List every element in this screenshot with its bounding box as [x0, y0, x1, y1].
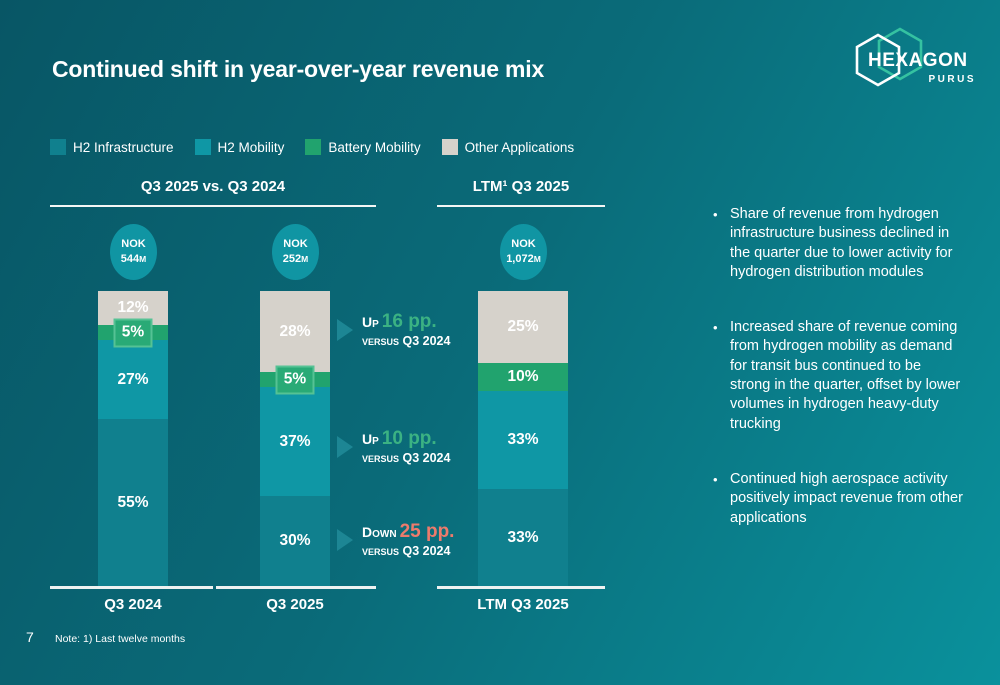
axis-baseline — [50, 586, 213, 589]
segment-value: 28 — [279, 323, 310, 341]
total-badge-q3-2024: NOK 544M — [110, 224, 157, 280]
delta-value: 16 pp. — [381, 311, 437, 332]
segment-battery-mobility: 10 — [478, 363, 568, 391]
segment-battery-mobility: 5 — [260, 365, 330, 394]
segment-value: 55 — [117, 494, 148, 512]
arrow-right-icon — [337, 528, 353, 551]
annotation-text: Up 16 pp. versus Q3 2024 — [362, 311, 450, 348]
segment-h2-mobility: 27 — [98, 340, 168, 419]
legend-item-battery-mobility: Battery Mobility — [305, 139, 421, 155]
battery-value-box: 5 — [113, 318, 153, 347]
annotation-text: Down 25 pp. versus Q3 2024 — [362, 521, 454, 558]
bullet-aerospace: Continued high aerospace activity positi… — [711, 470, 963, 528]
segment-value: 33 — [507, 529, 538, 547]
segment-value: 12 — [117, 299, 148, 317]
legend-item-h2-infrastructure: H2 Infrastructure — [50, 139, 174, 155]
segment-value: 25 — [507, 318, 538, 336]
axis-baseline — [437, 586, 605, 589]
segment-h2-infrastructure: 33 — [478, 489, 568, 586]
axis-label-q3-2024: Q3 2024 — [104, 596, 162, 613]
segment-h2-mobility: 37 — [260, 387, 330, 496]
section-underline — [437, 205, 605, 207]
badge-amount: 544M — [120, 253, 147, 265]
battery-value-box: 5 — [275, 365, 315, 394]
segment-h2-infrastructure: 55 — [98, 419, 168, 586]
section-title-ltm: LTM¹ Q3 2025 — [472, 178, 570, 195]
axis-label-q3-2025: Q3 2025 — [266, 596, 324, 613]
direction-label: Down — [362, 524, 397, 540]
axis-label-ltm-q3-2025: LTM Q3 2025 — [477, 596, 569, 613]
legend-label: Battery Mobility — [328, 139, 421, 155]
annotation-h2-infrastructure-change: Down 25 pp. versus Q3 2024 — [337, 521, 454, 558]
chart-legend: H2 Infrastructure H2 Mobility Battery Mo… — [50, 139, 574, 155]
axis-baseline — [216, 586, 376, 589]
page-title: Continued shift in year-over-year revenu… — [52, 56, 545, 82]
badge-currency: NOK — [121, 238, 146, 251]
annotation-text: Up 10 pp. versus Q3 2024 — [362, 428, 450, 465]
legend-label: H2 Infrastructure — [73, 139, 174, 155]
battery-mobility-swatch — [305, 139, 322, 155]
stacked-bar-ltm-q3-2025: 25 10 33 33 — [478, 291, 568, 586]
stacked-bar-q3-2024: 12 5 27 55 — [98, 291, 168, 586]
logo-sub-brand-text: PURUS — [928, 74, 976, 85]
total-badge-ltm: NOK 1,072M — [500, 224, 547, 280]
page-number: 7 — [26, 629, 34, 645]
segment-other-applications: 25 — [478, 291, 568, 363]
legend-label: Other Applications — [464, 139, 575, 155]
legend-item-h2-mobility: H2 Mobility — [194, 139, 285, 155]
total-badge-q3-2025: NOK 252M — [272, 224, 319, 280]
h2-mobility-swatch — [194, 139, 211, 155]
versus-label: versus Q3 2024 — [362, 544, 451, 558]
versus-label: versus Q3 2024 — [362, 451, 451, 465]
badge-currency: NOK — [283, 238, 308, 251]
stacked-bar-q3-2025: 28 5 37 30 — [260, 291, 330, 586]
segment-value: 37 — [279, 433, 310, 451]
segment-value: 27 — [117, 371, 148, 389]
delta-value: 10 pp. — [381, 428, 437, 449]
legend-label: H2 Mobility — [217, 139, 285, 155]
direction-label: Up — [362, 314, 379, 330]
hexagon-logo-icon: HEXAGON PURUS — [855, 27, 976, 87]
segment-other-applications: 28 — [260, 291, 330, 372]
section-underline — [50, 205, 376, 207]
badge-amount: 252M — [282, 253, 309, 265]
segment-h2-mobility: 33 — [478, 391, 568, 489]
direction-label: Up — [362, 431, 379, 447]
footnote: Note: 1) Last twelve months — [55, 633, 186, 645]
other-applications-swatch — [441, 139, 458, 155]
delta-value: 25 pp. — [399, 521, 455, 542]
arrow-right-icon — [337, 435, 353, 458]
annotation-other-applications-change: Up 16 pp. versus Q3 2024 — [337, 311, 450, 348]
segment-battery-mobility: 5 — [98, 318, 168, 347]
commentary-bullet-list: Share of revenue from hydrogen infrastru… — [711, 205, 963, 564]
segment-h2-infrastructure: 30 — [260, 496, 330, 586]
hexagon-purus-logo: HEXAGON PURUS — [854, 26, 986, 92]
section-title-quarter-comparison: Q3 2025 vs. Q3 2024 — [140, 178, 286, 195]
h2-infrastructure-swatch — [50, 139, 66, 155]
segment-value: 33 — [507, 431, 538, 449]
annotation-h2-mobility-change: Up 10 pp. versus Q3 2024 — [337, 428, 450, 465]
legend-item-other-applications: Other Applications — [441, 139, 575, 155]
segment-value: 10 — [507, 368, 538, 386]
bullet-hydrogen-infrastructure: Share of revenue from hydrogen infrastru… — [711, 205, 963, 282]
segment-value: 30 — [279, 532, 310, 550]
badge-amount: 1,072M — [506, 253, 541, 265]
versus-label: versus Q3 2024 — [362, 334, 451, 348]
bullet-hydrogen-mobility: Increased share of revenue coming from h… — [711, 318, 963, 434]
logo-brand-text: HEXAGON — [868, 50, 968, 71]
arrow-right-icon — [337, 318, 353, 341]
badge-currency: NOK — [511, 238, 536, 251]
